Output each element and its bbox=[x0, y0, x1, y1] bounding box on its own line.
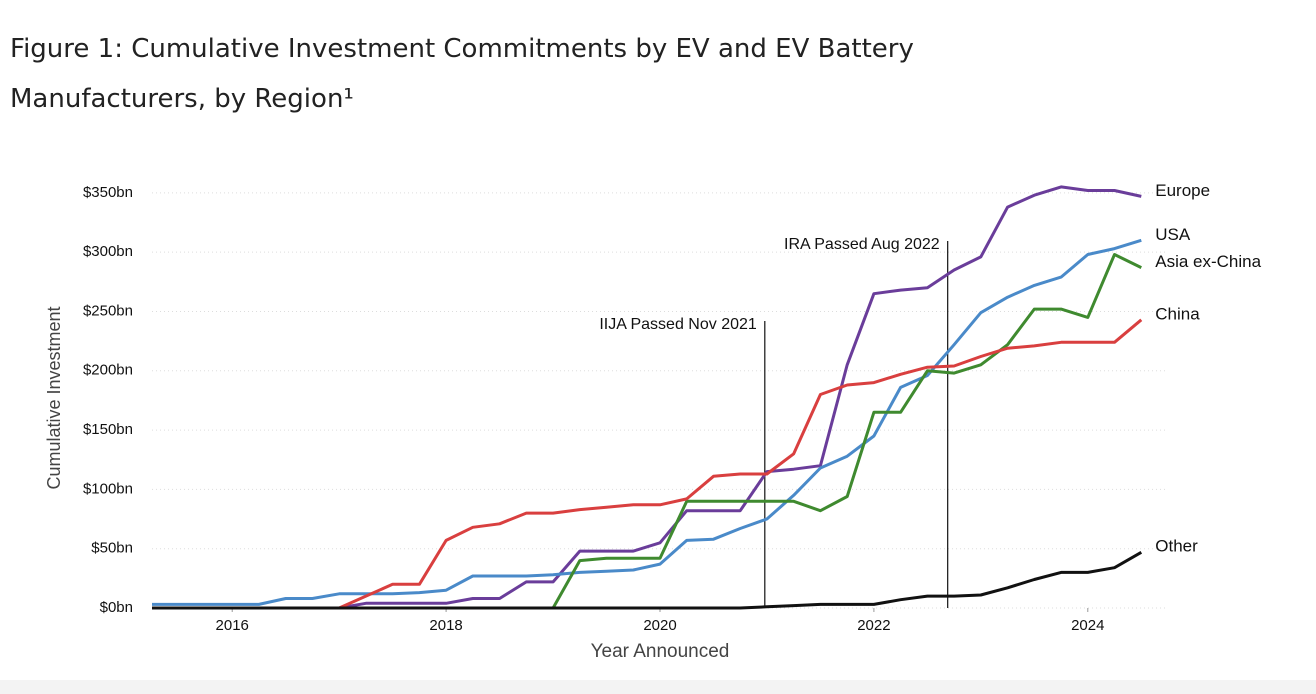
series-line bbox=[152, 253, 1142, 610]
x-tick-label: 2020 bbox=[643, 617, 676, 634]
y-tick-label: $350bn bbox=[83, 184, 133, 201]
y-tick-label: $0bn bbox=[100, 599, 133, 616]
y-axis-label: Cumulative Investment bbox=[44, 306, 64, 489]
series-line bbox=[152, 238, 1142, 606]
y-tick-label: $300bn bbox=[83, 243, 133, 260]
x-tick-label: 2022 bbox=[857, 617, 890, 634]
x-tick-label: 2016 bbox=[216, 617, 249, 634]
series-label: China bbox=[1155, 304, 1200, 323]
chart-title: Figure 1: Cumulative Investment Commitme… bbox=[10, 34, 914, 114]
y-tick-label: $250bn bbox=[83, 302, 133, 319]
bottom-band bbox=[0, 680, 1316, 694]
x-tick-label: 2024 bbox=[1071, 617, 1104, 634]
annotation-text: IRA Passed Aug 2022 bbox=[784, 236, 940, 253]
y-tick-label: $50bn bbox=[91, 540, 133, 557]
x-tick-label: 2018 bbox=[429, 617, 462, 634]
series-line bbox=[152, 185, 1142, 610]
y-tick-label: $150bn bbox=[83, 421, 133, 438]
annotation-text: IIJA Passed Nov 2021 bbox=[599, 316, 757, 333]
series-label: Asia ex-China bbox=[1155, 252, 1261, 271]
series-line bbox=[152, 550, 1143, 610]
series-line bbox=[152, 318, 1143, 610]
y-tick-label: $200bn bbox=[83, 362, 133, 379]
series-label: Other bbox=[1155, 537, 1198, 556]
series-label: Europe bbox=[1155, 181, 1210, 200]
x-axis-label: Year Announced bbox=[591, 641, 730, 662]
series-label: USA bbox=[1155, 225, 1191, 244]
y-tick-label: $100bn bbox=[83, 480, 133, 497]
